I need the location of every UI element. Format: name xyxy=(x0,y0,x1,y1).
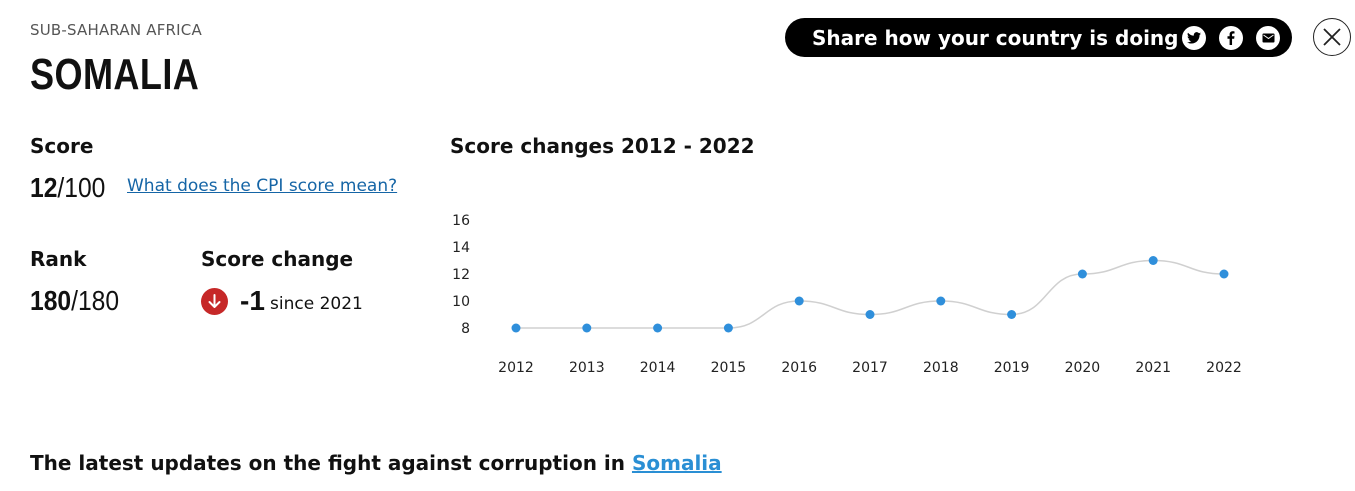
x-tick-label: 2018 xyxy=(923,360,959,376)
y-tick-label: 8 xyxy=(461,321,470,337)
share-label: Share how your country is doing xyxy=(812,25,1179,50)
x-tick-label: 2014 xyxy=(640,360,676,376)
score-change-label: Score change xyxy=(201,247,354,271)
data-point xyxy=(511,323,521,333)
y-tick-label: 16 xyxy=(452,213,470,229)
score-label: Score xyxy=(30,134,94,158)
data-point xyxy=(1077,269,1087,279)
close-icon xyxy=(1323,28,1341,46)
data-point xyxy=(582,323,592,333)
x-tick-label: 2021 xyxy=(1135,360,1171,376)
x-tick-label: 2017 xyxy=(852,360,888,376)
score-change-since: since 2021 xyxy=(270,294,363,314)
series-line xyxy=(515,259,1225,329)
data-point xyxy=(1219,269,1229,279)
data-point xyxy=(653,323,663,333)
rank-label: Rank xyxy=(30,247,87,271)
x-tick-label: 2015 xyxy=(711,360,747,376)
score-number: 12 xyxy=(30,172,58,203)
region-label: SUB-SAHARAN AFRICA xyxy=(30,21,202,39)
close-button[interactable] xyxy=(1313,18,1351,56)
x-tick-label: 2013 xyxy=(569,360,605,376)
country-title: SOMALIA xyxy=(30,50,200,99)
latest-updates-heading: The latest updates on the fight against … xyxy=(30,451,722,475)
y-tick-label: 10 xyxy=(452,294,470,310)
somalia-link[interactable]: Somalia xyxy=(631,451,722,475)
x-tick-label: 2012 xyxy=(498,360,534,376)
score-out-of: /100 xyxy=(57,172,106,203)
email-icon[interactable] xyxy=(1256,26,1280,50)
data-point xyxy=(1007,310,1017,319)
twitter-icon[interactable] xyxy=(1182,26,1206,50)
data-point xyxy=(794,296,804,306)
x-tick-label: 2020 xyxy=(1065,360,1101,376)
data-point xyxy=(723,323,733,333)
x-tick-label: 2022 xyxy=(1206,360,1242,376)
score-value: 12/100 xyxy=(30,172,105,204)
rank-value: 180/180 xyxy=(30,285,119,317)
data-point xyxy=(865,310,875,319)
arrow-down-icon xyxy=(201,288,228,315)
y-tick-label: 14 xyxy=(452,240,470,256)
rank-number: 180 xyxy=(30,285,72,316)
rank-out-of: /180 xyxy=(71,285,120,316)
x-tick-label: 2019 xyxy=(994,360,1030,376)
latest-updates-text: The latest updates on the fight against … xyxy=(30,451,632,475)
score-line-chart: 8 10 12 14 16 2012 2013 2014 2015 2016 2017 2018 201… xyxy=(452,213,1242,376)
data-point xyxy=(1148,256,1158,265)
share-bar: Share how your country is doing xyxy=(785,18,1292,57)
data-point xyxy=(936,296,946,306)
y-tick-label: 12 xyxy=(452,267,470,283)
score-change-value: -1 xyxy=(240,285,265,316)
chart-title: Score changes 2012 - 2022 xyxy=(450,134,755,158)
cpi-score-meaning-link[interactable]: What does the CPI score mean? xyxy=(127,176,398,196)
x-tick-label: 2016 xyxy=(781,360,817,376)
facebook-icon[interactable] xyxy=(1219,26,1243,50)
